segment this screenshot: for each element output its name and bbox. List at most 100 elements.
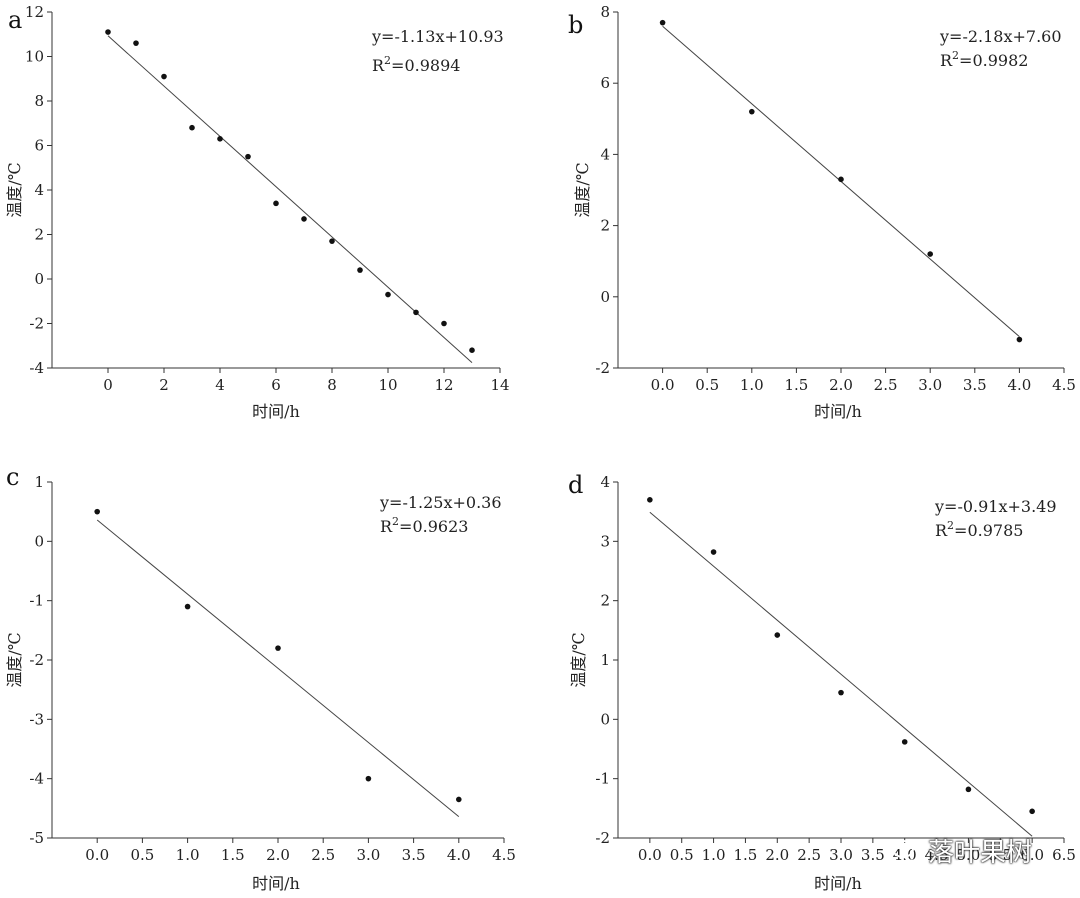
x-axis-title: 时间/h xyxy=(814,874,862,893)
y-axis-title: 温度/℃ xyxy=(5,632,24,687)
data-point xyxy=(456,796,462,803)
x-tick-label: 2.5 xyxy=(311,846,335,864)
x-tick-label: 10 xyxy=(378,376,397,394)
y-tick-label: -1 xyxy=(29,592,44,610)
x-tick-label: 2.5 xyxy=(874,376,898,394)
fit-line xyxy=(107,35,473,364)
y-tick-label: 4 xyxy=(600,145,610,163)
y-tick-label: 0 xyxy=(34,270,44,288)
y-axis-title: 温度/℃ xyxy=(573,162,592,217)
x-tick-label: 0.0 xyxy=(638,846,662,864)
data-point xyxy=(161,73,167,80)
y-tick-label: -2 xyxy=(595,829,610,847)
x-tick-label: 8 xyxy=(327,376,337,394)
fit-equation: y=-0.91x+3.49 xyxy=(934,497,1057,516)
x-tick-label: 3.5 xyxy=(861,846,885,864)
x-tick-label: 1.5 xyxy=(221,846,245,864)
x-tick-label: 6 xyxy=(271,376,281,394)
x-tick-label: 0.5 xyxy=(130,846,154,864)
r-squared: R2=0.9785 xyxy=(935,519,1023,540)
x-tick-label: 1.0 xyxy=(740,376,764,394)
data-point xyxy=(901,739,908,745)
data-point xyxy=(301,216,307,222)
x-tick-label: 6.0 xyxy=(1020,846,1044,864)
y-tick-label: -2 xyxy=(29,315,44,333)
data-point xyxy=(105,29,111,35)
y-tick-label: -1 xyxy=(595,770,610,788)
x-tick-label: 2.0 xyxy=(829,376,853,394)
fit-line xyxy=(96,519,460,818)
y-tick-label: -2 xyxy=(595,359,610,377)
x-tick-label: 0.5 xyxy=(695,376,719,394)
x-tick-label: 1.0 xyxy=(702,846,726,864)
x-tick-label: 2 xyxy=(159,376,169,394)
x-tick-label: 14 xyxy=(490,376,509,394)
y-tick-label: 8 xyxy=(600,3,610,21)
x-tick-label: 1.5 xyxy=(733,846,757,864)
y-tick-label: 8 xyxy=(34,92,44,110)
y-tick-label: 1 xyxy=(600,651,610,669)
panel-label: b xyxy=(568,11,583,39)
x-tick-label: 5.0 xyxy=(956,846,980,864)
data-point xyxy=(217,136,223,142)
fit-equation: y=-2.18x+7.60 xyxy=(939,27,1062,46)
data-point xyxy=(469,347,475,354)
x-tick-label: 4.0 xyxy=(447,846,471,864)
data-point xyxy=(275,645,281,651)
data-point xyxy=(710,549,717,555)
y-tick-label: -4 xyxy=(29,359,44,377)
x-tick-label: 0.0 xyxy=(651,376,675,394)
y-tick-label: 10 xyxy=(25,48,44,66)
watermark: 落叶果树 xyxy=(892,832,1032,869)
panel-label: d xyxy=(568,471,583,499)
panel-label: c xyxy=(6,463,19,491)
r-squared: R2=0.9982 xyxy=(940,49,1028,70)
y-tick-label: 2 xyxy=(34,226,44,244)
wechat-icon xyxy=(892,839,921,861)
y-tick-label: 2 xyxy=(600,217,610,235)
chart-panel-a: -4 -2 0 2 4 6 8 10 12 0 2 4 6 8 10 12 14 a 时间/h 温度/℃ y=-1.13… xyxy=(5,3,510,421)
x-tick-label: 3.5 xyxy=(963,376,987,394)
panel-label: a xyxy=(8,6,22,34)
data-point xyxy=(647,497,653,503)
x-tick-label: 0.5 xyxy=(670,846,694,864)
y-tick-label: 4 xyxy=(34,181,44,199)
data-point xyxy=(1029,808,1035,815)
x-tick-label: 4 xyxy=(215,376,225,394)
y-tick-label: -5 xyxy=(29,829,44,847)
y-tick-label: -3 xyxy=(29,710,44,728)
data-point xyxy=(189,124,195,131)
x-tick-label: 3.0 xyxy=(829,846,853,864)
x-tick-label: 1.0 xyxy=(176,846,200,864)
data-point xyxy=(441,320,447,327)
y-tick-label: 3 xyxy=(600,532,610,550)
data-point xyxy=(273,200,279,207)
x-tick-label: 4.5 xyxy=(1052,376,1076,394)
x-tick-label: 0.0 xyxy=(85,846,109,864)
x-tick-label: 3.5 xyxy=(402,846,426,864)
y-tick-label: 0 xyxy=(600,288,610,306)
chart-panel-b: -2 0 2 4 6 8 0.0 0.5 1.0 1.5 2.0 2.5 3.0 3.5 4.0 4.5 b 时间… xyxy=(568,3,1076,421)
y-tick-label: -2 xyxy=(29,651,44,669)
data-point xyxy=(1016,336,1023,343)
data-point xyxy=(413,309,419,316)
x-tick-label: 2.5 xyxy=(797,846,821,864)
data-point xyxy=(838,689,844,696)
data-point xyxy=(329,238,335,244)
data-point xyxy=(184,603,191,610)
chart-panel-c: -5 -4 -3 -2 -1 0 1 0.0 0.5 1.0 1.5 2.0 2.5 3.0 3.5 4.0 4… xyxy=(5,463,516,893)
x-tick-label: 3.0 xyxy=(918,376,942,394)
y-tick-label: 6 xyxy=(34,137,44,155)
x-axis-title: 时间/h xyxy=(252,874,300,893)
data-point xyxy=(94,508,100,515)
data-point xyxy=(965,786,972,793)
data-point xyxy=(927,251,933,257)
data-point xyxy=(133,40,139,46)
y-tick-label: 6 xyxy=(600,74,610,92)
data-point xyxy=(774,632,781,638)
x-tick-label: 6.5 xyxy=(1052,846,1076,864)
data-point xyxy=(749,108,755,115)
y-tick-label: 1 xyxy=(34,473,44,491)
